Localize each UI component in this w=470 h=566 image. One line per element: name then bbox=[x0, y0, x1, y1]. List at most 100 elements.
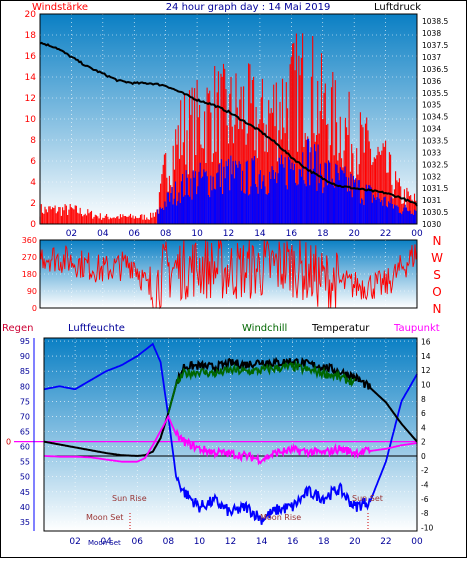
temp-x-tick-label: 08 bbox=[163, 537, 175, 547]
humidity-y-tick-label: 70 bbox=[20, 412, 30, 421]
temp-y-tick-label: 6 bbox=[421, 409, 426, 418]
wind-y-tick-label: 0 bbox=[30, 220, 36, 230]
pressure-y-tick-label: 1033 bbox=[422, 148, 441, 157]
temp-x-tick-label: 10 bbox=[194, 537, 206, 547]
temp-panel-series bbox=[14, 342, 418, 525]
humidity-y-tick-label: 90 bbox=[20, 352, 30, 361]
pressure-y-tick-label: 1031 bbox=[422, 196, 441, 205]
pressure-y-tick-label: 1035 bbox=[422, 101, 441, 110]
pressure-y-tick-label: 1035.5 bbox=[422, 89, 448, 98]
wind-y-tick-label: 20 bbox=[25, 10, 37, 20]
humidity-y-tick-label: 65 bbox=[20, 427, 30, 436]
humidity-y-tick-label: 60 bbox=[20, 443, 30, 452]
direction-compass-label: N bbox=[433, 302, 442, 316]
humidity-y-tick-label: 35 bbox=[20, 518, 30, 527]
legend-luftfeuchte: Luftfeuchte bbox=[68, 323, 125, 334]
pressure-line bbox=[39, 41, 418, 207]
direction-compass-label: S bbox=[433, 268, 441, 282]
humidity-y-tick-label: 95 bbox=[20, 337, 30, 346]
direction-compass-label: N bbox=[433, 234, 442, 248]
moon-set-axis-label: Moon Set bbox=[88, 539, 121, 547]
moon-rise-label: Moon Rise bbox=[260, 513, 301, 522]
wind-x-tick-label: 22 bbox=[380, 229, 391, 239]
temp-panel-grid bbox=[44, 338, 418, 531]
temp-panel-frame bbox=[43, 337, 418, 532]
temp-x-tick-label: 18 bbox=[318, 537, 330, 547]
direction-panel-series bbox=[39, 239, 418, 310]
pressure-y-tick-label: 1032 bbox=[422, 172, 441, 181]
temp-x-tick-label: 12 bbox=[225, 537, 236, 547]
wind-y-tick-label: 18 bbox=[25, 31, 37, 41]
sun-set-label: Sun Set bbox=[352, 494, 383, 503]
humidity-y-tick-label: 75 bbox=[20, 397, 30, 406]
wind-panel-series bbox=[39, 33, 418, 224]
pressure-y-tick-label: 1038.5 bbox=[422, 17, 448, 26]
pressure-axis-title: Luftdruck bbox=[374, 2, 421, 13]
wind-x-tick-label: 08 bbox=[160, 229, 172, 239]
wind-x-tick-label: 20 bbox=[348, 229, 360, 239]
moon-set-label: Moon Set bbox=[86, 513, 123, 522]
direction-compass-label: O bbox=[432, 285, 441, 299]
pressure-y-tick-label: 1030 bbox=[422, 220, 441, 229]
pressure-y-tick-label: 1031.5 bbox=[422, 184, 448, 193]
wind-axis-title: Windstärke bbox=[32, 2, 88, 13]
chart-title: 24 hour graph day : 14 Mai 2019 bbox=[166, 2, 331, 13]
wind-x-tick-label: 04 bbox=[97, 229, 109, 239]
temperature-line bbox=[43, 356, 418, 457]
temp-y-tick-label: -8 bbox=[421, 509, 429, 518]
dewpoint-line bbox=[43, 414, 418, 466]
wind-y-tick-label: 8 bbox=[30, 136, 36, 146]
sun-rise-label: Sun Rise bbox=[112, 494, 147, 503]
direction-y-tick-label: 0 bbox=[32, 304, 37, 313]
wind-y-tick-label: 10 bbox=[25, 115, 37, 125]
windchill-line bbox=[167, 359, 356, 414]
legend-taupunkt: Taupunkt bbox=[393, 323, 440, 334]
pressure-y-tick-label: 1037 bbox=[422, 53, 441, 62]
pressure-y-tick-label: 1038 bbox=[422, 29, 441, 38]
temp-y-tick-label: 14 bbox=[421, 352, 431, 361]
wind-x-tick-label: 14 bbox=[254, 229, 266, 239]
temp-x-tick-label: 06 bbox=[132, 537, 144, 547]
pressure-y-tick-label: 1037.5 bbox=[422, 41, 448, 50]
wind-x-tick-label: 16 bbox=[286, 229, 298, 239]
rain-zero-label: 0 bbox=[6, 438, 11, 447]
wind-y-tick-label: 4 bbox=[30, 178, 36, 188]
legend-temperatur: Temperatur bbox=[311, 323, 370, 334]
wind-y-tick-label: 6 bbox=[30, 157, 36, 167]
temp-y-tick-label: -2 bbox=[421, 466, 429, 475]
wind-average-bars bbox=[157, 138, 417, 224]
pressure-y-tick-label: 1034.5 bbox=[422, 113, 448, 122]
direction-y-tick-label: 270 bbox=[22, 253, 37, 262]
wind-y-tick-label: 2 bbox=[30, 199, 36, 209]
temp-y-tick-label: 12 bbox=[421, 366, 431, 375]
pressure-y-tick-label: 1036.5 bbox=[422, 65, 448, 74]
wind-x-tick-label: 12 bbox=[223, 229, 234, 239]
temp-y-tick-label: 2 bbox=[421, 438, 426, 447]
humidity-y-tick-label: 40 bbox=[20, 503, 30, 512]
direction-y-tick-label: 360 bbox=[22, 236, 37, 245]
temp-y-tick-label: 8 bbox=[421, 395, 426, 404]
direction-compass-label: W bbox=[431, 251, 443, 265]
temp-x-tick-label: 16 bbox=[287, 537, 299, 547]
temp-x-tick-label: 14 bbox=[256, 537, 268, 547]
humidity-y-tick-label: 45 bbox=[20, 488, 30, 497]
direction-y-tick-label: 90 bbox=[27, 287, 37, 296]
temp-x-tick-label: 00 bbox=[411, 537, 423, 547]
pressure-y-tick-label: 1033.5 bbox=[422, 136, 448, 145]
temp-y-tick-label: -10 bbox=[421, 523, 433, 532]
wind-panel-frame bbox=[39, 13, 418, 225]
temp-x-tick-label: 22 bbox=[380, 537, 391, 547]
wind-x-tick-label: 06 bbox=[129, 229, 141, 239]
wind-y-tick-label: 12 bbox=[25, 94, 36, 104]
temp-x-tick-label: 04 bbox=[100, 537, 112, 547]
wind-panel-axes: 02 04 06 08 10 12 14 16 18 20 22 000246810121416182… bbox=[25, 10, 449, 239]
temp-x-tick-label: 20 bbox=[349, 537, 361, 547]
wind-y-tick-label: 16 bbox=[25, 52, 37, 62]
legend-windchill: Windchill bbox=[242, 323, 287, 334]
direction-y-tick-label: 180 bbox=[22, 270, 37, 279]
legend-regen: Regen bbox=[2, 323, 34, 334]
wind-y-tick-label: 14 bbox=[25, 73, 37, 83]
temp-y-tick-label: -4 bbox=[421, 481, 429, 490]
